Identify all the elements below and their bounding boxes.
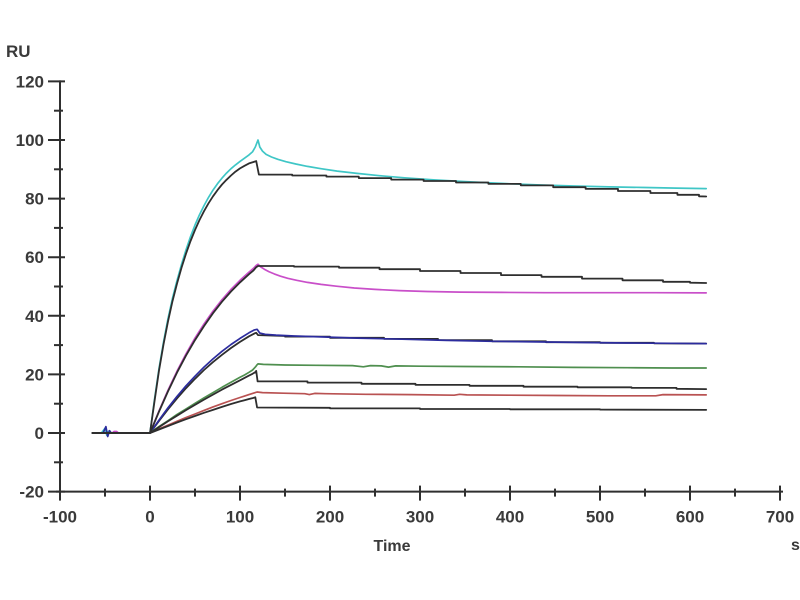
y-tick-label: 120 — [16, 72, 44, 91]
x-tick-label: 0 — [145, 508, 154, 527]
axes-layer: -20 0 20 40 60 80 100 120 -100 0 100 200 300 400 500 60… — [16, 72, 795, 526]
y-tick-label: -20 — [19, 483, 44, 502]
x-tick-label: 500 — [586, 508, 614, 527]
x-tick-label: -100 — [43, 508, 77, 527]
x-tick-label: 200 — [316, 508, 344, 527]
x-tick-label: 400 — [496, 508, 524, 527]
y-tick-label: 100 — [16, 131, 44, 150]
series-layer — [91, 139, 708, 438]
x-tick-label: 700 — [766, 508, 794, 527]
y-tick-label: 20 — [25, 365, 44, 384]
y-axis-unit-label: RU — [6, 42, 31, 61]
y-tick-label: 80 — [25, 190, 44, 209]
binding-curve-5-fit-line — [91, 396, 708, 434]
y-tick-label: 0 — [35, 424, 44, 443]
binding-curve-4-fit-line — [91, 369, 708, 434]
x-tick-label: 300 — [406, 508, 434, 527]
x-tick-label: 600 — [676, 508, 704, 527]
binding-curve-5-data-line — [91, 391, 708, 434]
y-tick-label: 40 — [25, 307, 44, 326]
binding-curve-1-fit-line — [91, 160, 708, 434]
x-axis-unit-label: s — [791, 537, 800, 554]
x-tick-label: 100 — [226, 508, 254, 527]
binding-curve-4-data-line — [91, 363, 708, 434]
x-axis-title: Time — [373, 538, 410, 555]
y-tick-label: 60 — [25, 248, 44, 267]
binding-curve-2-fit-line — [91, 265, 708, 434]
